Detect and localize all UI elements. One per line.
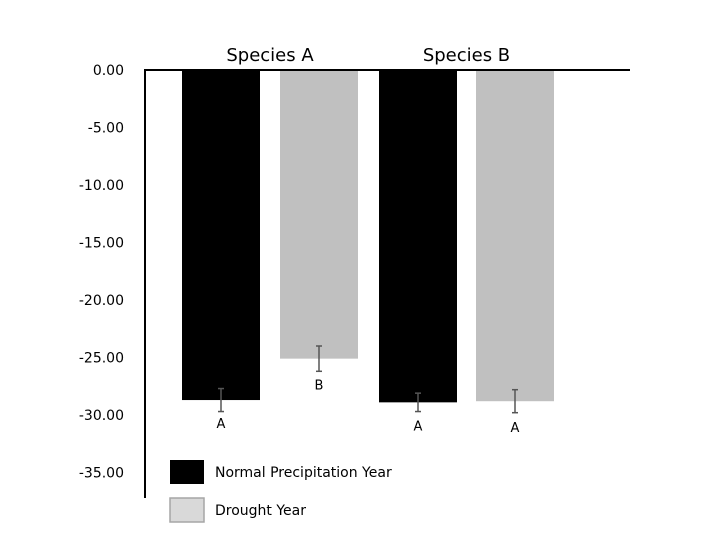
bar bbox=[476, 70, 554, 402]
significance-label: A bbox=[414, 419, 423, 434]
y-tick-label: -35.00 bbox=[79, 466, 124, 482]
significance-label: B bbox=[315, 379, 324, 394]
bar bbox=[182, 70, 260, 401]
legend-label: Drought Year bbox=[215, 503, 306, 519]
y-tick-label: -10.00 bbox=[79, 178, 124, 194]
significance-label: A bbox=[217, 417, 226, 432]
bar bbox=[379, 70, 457, 403]
bar bbox=[280, 70, 358, 359]
y-tick-label: -20.00 bbox=[79, 293, 124, 309]
legend-swatch bbox=[169, 497, 205, 523]
category-label: Species B bbox=[423, 45, 510, 66]
category-label: Species A bbox=[226, 45, 314, 66]
y-tick-label: -30.00 bbox=[79, 408, 124, 424]
legend-swatch bbox=[170, 460, 204, 484]
y-tick-label: -15.00 bbox=[79, 236, 124, 252]
y-tick-label: -5.00 bbox=[88, 121, 124, 137]
y-tick-label: 0.00 bbox=[93, 63, 124, 79]
y-tick-label: -25.00 bbox=[79, 351, 124, 367]
significance-label: A bbox=[511, 421, 520, 436]
legend-label: Normal Precipitation Year bbox=[215, 465, 392, 481]
